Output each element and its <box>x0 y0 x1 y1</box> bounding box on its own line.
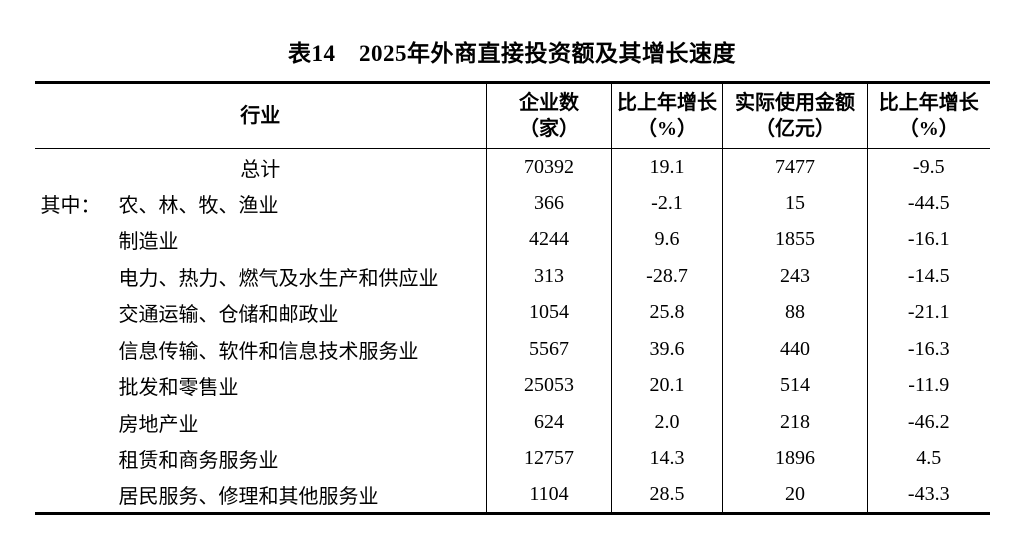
table-row: 租赁和商务服务业 12757 14.3 1896 4.5 <box>35 440 990 478</box>
column-header-growth-enterprises: 比上年增长 （%） <box>611 82 723 149</box>
column-header-growth-amount: 比上年增长 （%） <box>867 82 990 149</box>
value-cell: 1855 <box>722 221 868 258</box>
value-cell: 88 <box>722 294 868 331</box>
industry-cell: 租赁和商务服务业 <box>35 441 487 478</box>
value-cell: 218 <box>722 404 868 441</box>
header-line: 行业 <box>240 105 281 127</box>
column-header-utilized-amount: 实际使用金额 （亿元） <box>722 82 868 149</box>
industry-name: 房地产业 <box>118 413 199 436</box>
value-cell: 25.8 <box>611 294 723 331</box>
header-line: （家） <box>519 118 579 140</box>
value-cell: 313 <box>486 258 612 295</box>
industry-cell: 房地产业 <box>35 404 487 441</box>
value-cell: 20.1 <box>611 367 723 404</box>
value-cell: -16.1 <box>867 221 990 258</box>
value-cell: -44.5 <box>867 185 990 222</box>
value-cell: 5567 <box>486 331 612 368</box>
value-cell: -28.7 <box>611 258 723 295</box>
header-line: 企业数 <box>519 92 579 114</box>
industry-name: 电力、热力、燃气及水生产和供应业 <box>118 267 439 290</box>
value-cell: 243 <box>722 258 868 295</box>
column-header-industry: 行业 <box>34 82 487 149</box>
header-line: （%） <box>898 118 959 140</box>
value-cell: 1896 <box>722 440 868 477</box>
industry-name: 制造业 <box>118 231 179 254</box>
value-cell: 514 <box>722 367 868 404</box>
value-cell: 19.1 <box>611 148 723 185</box>
header-line: 比上年增长 <box>617 92 717 114</box>
table-body: 总计 70392 19.1 7477 -9.5 其中： 农、林、牧、渔业 366 -2.1 15-… <box>35 148 990 514</box>
value-cell: 1104 <box>486 477 612 514</box>
value-cell: 15 <box>722 185 868 222</box>
value-cell: 1054 <box>486 294 612 331</box>
value-cell: 25053 <box>486 367 612 404</box>
value-cell: -2.1 <box>611 185 723 222</box>
value-cell: -14.5 <box>867 258 990 295</box>
table-row: 电力、热力、燃气及水生产和供应业 313 -28.7 243 -14.5 <box>35 258 990 295</box>
table-row: 信息传输、软件和信息技术服务业 5567 39.6 440 -16.3 <box>35 331 990 368</box>
industry-name: 农、林、牧、渔业 <box>118 194 279 217</box>
column-header-enterprises: 企业数 （家） <box>486 82 612 149</box>
row-prefix: 其中： <box>40 194 101 217</box>
value-cell: -9.5 <box>867 148 990 185</box>
header-line: 比上年增长 <box>878 92 979 114</box>
value-cell: 624 <box>486 404 612 441</box>
table-row: 总计 70392 19.1 7477 -9.5 <box>35 148 990 186</box>
table-title: 表14 2025年外商直接投资额及其增长速度 <box>288 41 736 66</box>
table-row: 批发和零售业 25053 20.1 514 -11.9 <box>35 367 990 405</box>
table-row: 其中： 农、林、牧、渔业 366 -2.1 15 -44.5 <box>35 185 990 222</box>
industry-name: 信息传输、软件和信息技术服务业 <box>118 340 419 363</box>
industry-cell: 电力、热力、燃气及水生产和供应业 <box>35 258 487 295</box>
value-cell: 12757 <box>486 440 612 477</box>
table-row: 居民服务、修理和其他服务业 1104 28.5 20 -43.3 <box>35 477 990 514</box>
value-cell: 4.5 <box>867 440 990 477</box>
value-cell: 70392 <box>486 148 612 185</box>
value-cell: 7477 <box>722 148 868 185</box>
industry-cell: 信息传输、软件和信息技术服务业 <box>35 331 487 368</box>
industry-cell: 交通运输、仓储和邮政业 <box>35 295 487 332</box>
header-line: （%） <box>637 118 697 140</box>
header-line: （亿元） <box>755 118 835 140</box>
value-cell: 2.0 <box>611 404 723 441</box>
industry-cell: 制造业 <box>35 222 487 259</box>
table-row: 制造业 4244 9.6 1855 -16.1 <box>35 221 990 259</box>
value-cell: -43.3 <box>867 477 990 514</box>
value-cell: -16.3 <box>867 331 990 368</box>
industry-name: 租赁和商务服务业 <box>118 450 279 473</box>
value-cell: -21.1 <box>867 294 990 331</box>
value-cell: -46.2 <box>867 404 990 441</box>
table-row: 交通运输、仓储和邮政业 1054 25.8 88 -21.1 <box>35 294 990 332</box>
header-line: 实际使用金额 <box>735 92 855 114</box>
industry-name: 交通运输、仓储和邮政业 <box>118 304 339 327</box>
industry-cell: 居民服务、修理和其他服务业 <box>35 477 487 514</box>
industry-name: 总计 <box>240 158 281 181</box>
value-cell: 20 <box>722 477 868 514</box>
value-cell: 4244 <box>486 221 612 258</box>
value-cell: 440 <box>722 331 868 368</box>
value-cell: 14.3 <box>611 440 723 477</box>
value-cell: 39.6 <box>611 331 723 368</box>
header-row: 行业 企业数 （家） 比上年增长 （%） 实际使用金额 （亿元） 比上年增长 <box>34 82 990 149</box>
table-row: 房地产业 624 2.0 218 -46.2 <box>35 404 990 441</box>
value-cell: 28.5 <box>611 477 723 514</box>
fdi-statistics-table: 行业 企业数 （家） 比上年增长 （%） 实际使用金额 （亿元） 比上年增长 <box>34 81 990 515</box>
value-cell: 366 <box>486 185 612 222</box>
industry-name: 批发和零售业 <box>118 377 239 400</box>
industry-cell: 批发和零售业 <box>35 368 487 405</box>
industry-name: 居民服务、修理和其他服务业 <box>118 486 379 508</box>
value-cell: -11.9 <box>867 367 990 404</box>
industry-cell: 其中： 农、林、牧、渔业 <box>35 185 487 222</box>
value-cell: 9.6 <box>611 221 723 258</box>
industry-cell: 总计 <box>35 149 487 186</box>
